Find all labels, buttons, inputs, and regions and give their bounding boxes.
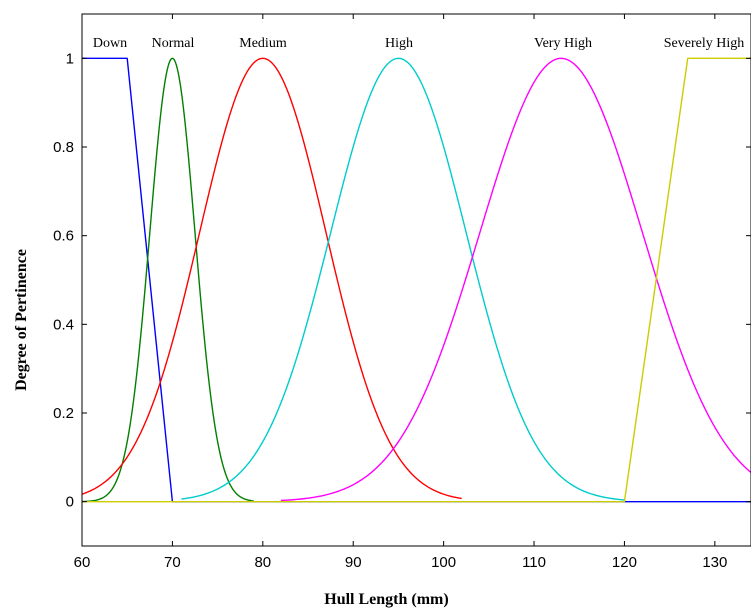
x-tick-label: 130 bbox=[702, 554, 727, 571]
x-tick-label: 90 bbox=[345, 554, 362, 571]
series-line-high bbox=[181, 57, 625, 501]
series-line-severely-high bbox=[82, 57, 751, 503]
y-tick-label: 0.6 bbox=[53, 228, 74, 245]
axes-layer bbox=[81, 13, 751, 547]
series-label-high: High bbox=[385, 36, 413, 51]
plot-frame bbox=[81, 13, 751, 547]
series-label-down: Down bbox=[93, 36, 127, 51]
x-tick-label: 60 bbox=[74, 554, 91, 571]
x-tick-label: 120 bbox=[612, 554, 637, 571]
y-tick-label: 0.8 bbox=[53, 139, 74, 156]
series-layer bbox=[81, 57, 751, 503]
y-axis-title: Degree of Pertinence bbox=[13, 249, 30, 391]
x-axis-title: Hull Length (mm) bbox=[324, 591, 448, 608]
series-label-severely-high: Severely High bbox=[664, 36, 744, 51]
x-tick-label: 110 bbox=[522, 554, 546, 571]
series-label-very-high: Very High bbox=[534, 36, 592, 51]
series-line-very-high bbox=[280, 57, 751, 502]
series-line-normal bbox=[81, 57, 254, 503]
x-tick-label: 70 bbox=[164, 554, 181, 571]
ticks-layer: 60 70 80 90 100 110 120 130 0 0.2 0.4 0.6 0.8 1 bbox=[53, 14, 751, 571]
series-line-medium bbox=[81, 57, 462, 500]
series-label-medium: Medium bbox=[239, 36, 287, 51]
y-tick-label: 0.4 bbox=[53, 316, 74, 333]
y-tick-label: 0.2 bbox=[53, 405, 74, 422]
x-tick-label: 100 bbox=[431, 554, 456, 571]
series-label-normal: Normal bbox=[152, 36, 195, 51]
y-tick-label: 0 bbox=[66, 494, 74, 511]
y-tick-label: 1 bbox=[66, 50, 74, 67]
x-tick-label: 80 bbox=[254, 554, 271, 571]
series-labels: Down Normal Medium High Very High Severely Hi… bbox=[93, 36, 744, 51]
